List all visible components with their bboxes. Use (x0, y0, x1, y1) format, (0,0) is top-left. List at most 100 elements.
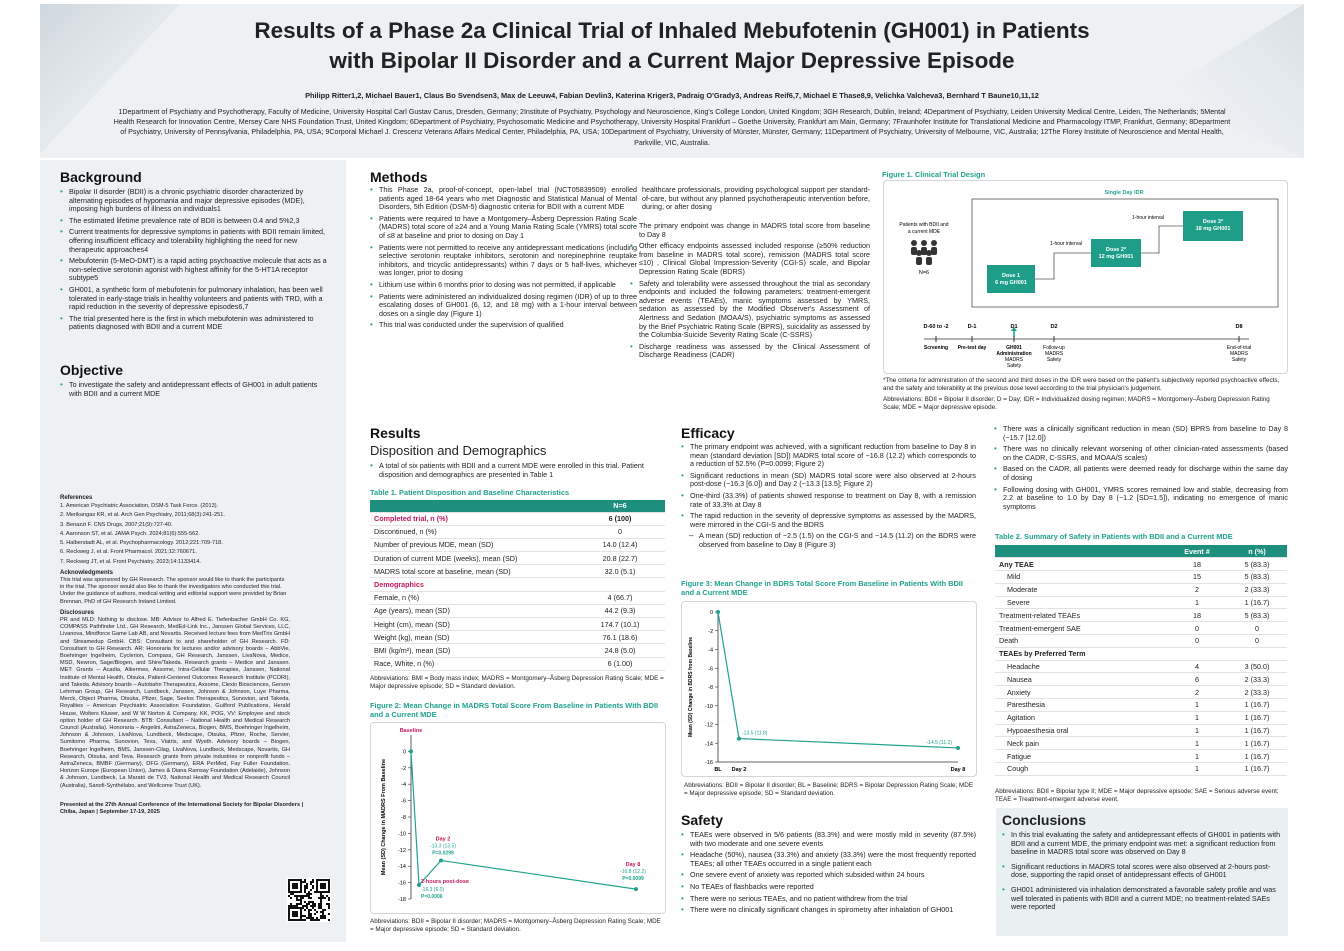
objective-list: To investigate the safety and antidepres… (60, 380, 332, 401)
table-row: Weight (kg), mean (SD) 76.1 (18.6) (370, 630, 665, 645)
y-tick-label: -4 (401, 782, 406, 788)
background-item: The estimated lifetime prevalence rate o… (60, 216, 332, 226)
point-label: Baseline (400, 728, 423, 734)
figure1-svg: Single Day IDR Patients with BDII and a c… (899, 190, 1279, 369)
methods-item: This trial was conducted under the super… (370, 321, 637, 330)
references-section: References 1. American Psychiatric Assoc… (60, 492, 303, 816)
y-tick-label: -8 (401, 815, 406, 821)
y-tick-label: -4 (708, 648, 713, 654)
timeline-label: End-of-trial MADRS Safety (1227, 345, 1251, 363)
efficacy-item: The primary endpoint was achieved, with … (681, 442, 976, 469)
timeline-label: GH001 Administration MADRS Safety (996, 345, 1031, 369)
table1: N=6 Completed trial, n (%) 6 (100) Discont… (370, 500, 665, 671)
results-item: A total of six patients with BDII and a … (370, 461, 666, 479)
table-row: TEAEs by Preferred Term (995, 647, 1287, 661)
dose2-label: Dose 2* 12 mg GH001 (1099, 247, 1134, 260)
dose1-box (987, 265, 1035, 293)
figure1-title: Figure 1. Clinical Trial Design (882, 170, 986, 179)
efficacy-list: The primary endpoint was achieved, with … (681, 442, 976, 553)
reference-item: 4. Aaronson ST, et al. JAMA Psych. 2024;… (60, 530, 200, 537)
acknowledgments-heading: Acknowledgments (60, 570, 114, 577)
methods-item: Patients were required to have a Montgom… (370, 214, 637, 241)
acknowledgments-text: This trial was sponsored by GH Research.… (60, 577, 287, 605)
methods-item: Patients were not permitted to receive a… (370, 243, 637, 278)
single-day-label: Single Day IDR (1104, 190, 1143, 196)
table-row: Treatment-related TEAEs 18 5 (83.3) (995, 608, 1287, 623)
methods-continued: healthcare professionals, providing psyc… (642, 185, 870, 212)
table1-abbr: Abbreviations: BMI = Body mass index; MA… (370, 675, 664, 690)
timeline-day: D-1 (968, 324, 977, 330)
methods-item: Safety and tolerability were assessed th… (630, 279, 870, 340)
table-row: Cough 1 1 (16.7) (995, 762, 1287, 776)
data-point (439, 858, 443, 863)
methods-heading: Methods (370, 169, 428, 185)
table-row: Neck pain 1 1 (16.7) (995, 736, 1287, 751)
methods-item: Other efficacy endpoints assessed includ… (630, 241, 870, 276)
y-tick-label: -10 (398, 831, 406, 837)
x-tick-label: BL (714, 767, 722, 773)
x-tick-label: Day 2 (732, 767, 747, 773)
timeline: D-60 to -2 Screening D-1 Pre-test day D1 GH00… (923, 324, 1251, 369)
disposition-heading: Disposition and Demographics (370, 443, 547, 458)
reference-item: 1. American Psychiatric Association, DSM… (60, 503, 219, 509)
safety-item: There was a clinically significant reduc… (994, 424, 1288, 442)
affiliations: 1Department of Psychiatry and Psychother… (113, 108, 1231, 147)
methods-item: Discharge readiness was assessed by the … (630, 342, 870, 360)
results-heading: Results (370, 425, 421, 441)
table-row: Agitation 1 1 (16.7) (995, 711, 1287, 725)
point-label: Day 8 (626, 862, 641, 868)
table-row: Age (years), mean (SD) 44.2 (9.3) (370, 604, 665, 619)
figure3-abbr: Abbreviations: BDII = Bipolar II disorde… (684, 782, 974, 797)
presented-note: Presented at the 27th Annual Conference … (60, 801, 304, 815)
safety-item: There were no clinically significant cha… (681, 906, 976, 915)
y-tick-label: -16 (398, 881, 406, 887)
methods-item: Patients were administered an individual… (370, 292, 637, 319)
conclusion-item: GH001 administered via inhalation demons… (1002, 885, 1282, 912)
disclosures-text: PR and MLD: Nothing to disclose. MB: Adv… (60, 616, 290, 789)
reference-item: 3. Benazzi F. CNS Drugs, 2007;21(9):727-… (60, 521, 173, 528)
table-row: Anxiety 2 2 (33.3) (995, 685, 1287, 700)
figure1-footnote: *The criteria for administration of the … (883, 377, 1280, 392)
background-item: Current treatments for depressive sympto… (60, 228, 332, 254)
references-heading: References (60, 495, 93, 501)
safety-item: No TEAEs of flashbacks were reported (681, 882, 976, 892)
poster-header: Results of a Phase 2a Clinical Trial of … (40, 4, 1304, 158)
efficacy-heading: Efficacy (681, 425, 735, 441)
efficacy-item: One-third (33.3%) of patients showed res… (681, 491, 976, 509)
figure1-diagram: Single Day IDR Patients with BDII and a c… (883, 180, 1288, 374)
conclusions-box: Conclusions In this trial evaluating the… (996, 808, 1288, 936)
y-tick-label: -14 (398, 864, 406, 870)
disclosures-heading: Disclosures (60, 609, 95, 616)
data-label: -16.8 (12.2) (620, 869, 646, 875)
y-tick-label: -2 (401, 766, 406, 772)
authors: Philipp Ritter1,2, Michael Bauer1, Claus… (305, 91, 1039, 100)
methods-list-2: The primary endpoint was change in MADRS… (630, 221, 870, 363)
table-row: Any TEAE 18 5 (83.3) (995, 557, 1287, 572)
figure2-title: Figure 2: Mean Change in MADRS Total Sco… (370, 701, 659, 719)
table-row: Demographics (370, 577, 665, 592)
series-line (410, 751, 637, 890)
data-point (737, 736, 741, 741)
data-label: -13.3 (13.5) (430, 843, 456, 849)
table-row: Female, n (%) 4 (66.7) (370, 591, 665, 605)
background-heading: Background (60, 169, 142, 185)
table-row: Mild 15 5 (83.3) (995, 570, 1287, 584)
y-tick-label: -12 (705, 723, 713, 729)
figure2-chart: 0 -2 -4 -6 -8 -10 -12 -14 -16 -18 Mean (SD) Change… (370, 722, 666, 914)
timeline-day: D-60 to -2 (923, 324, 948, 330)
safety-item: There was no clinically relevant worseni… (994, 444, 1288, 462)
table2-title: Table 2. Summary of Safety in Patients w… (995, 532, 1233, 541)
table-row: Completed trial, n (%) 6 (100) (370, 512, 665, 526)
y-tick-label: 0 (403, 749, 406, 755)
safety-item: There were no serious TEAEs, and no pati… (681, 894, 976, 904)
background-list: Bipolar II disorder (BDII) is a chronic … (60, 187, 332, 335)
figure3-title: Figure 3: Mean Change in BDRS Total Scor… (681, 579, 963, 597)
qr-code[interactable] (287, 878, 331, 922)
data-point (409, 749, 413, 754)
patients-label: Patients with BDII and a current MDE (899, 222, 948, 235)
y-tick-label: 0 (710, 610, 713, 616)
series-line (717, 611, 959, 749)
table-row: Hypoaesthesia oral 1 1 (16.7) (995, 724, 1287, 738)
efficacy-item: The rapid reduction in the severity of d… (681, 511, 976, 529)
interval2-label: 1-hour interval (1132, 215, 1164, 221)
